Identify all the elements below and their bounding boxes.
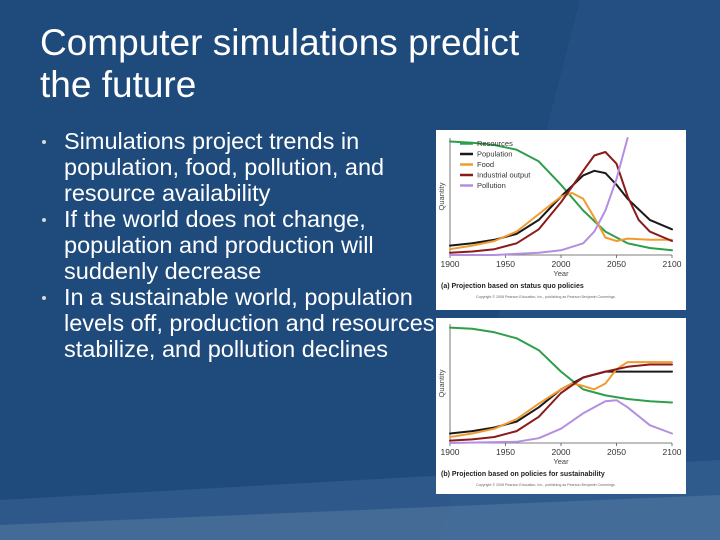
chart-caption: (b) Projection based on policies for sus… xyxy=(441,471,605,478)
series-line-population xyxy=(449,370,673,435)
series-line-food xyxy=(449,361,673,438)
y-axis-label: Quantity xyxy=(437,369,446,397)
series-line-pollution xyxy=(449,399,673,444)
x-tick-label: 1900 xyxy=(441,259,460,269)
x-tick-label: 2050 xyxy=(607,447,626,457)
bullet-item: In a sustainable world, population level… xyxy=(42,284,437,362)
x-tick-label: 2100 xyxy=(663,447,682,457)
series-line-industrial-output xyxy=(449,363,673,442)
legend-label-pollution: Pollution xyxy=(477,181,506,190)
y-axis-label: Quantity xyxy=(437,182,446,210)
legend-label-resources: Resources xyxy=(477,139,513,148)
chart-caption: (a) Projection based on status quo polic… xyxy=(441,283,584,290)
bullet-dot-icon xyxy=(42,218,46,222)
chart-sustainability: 1900 1950 2000 2050 2100 Year Quantity (b) Proj… xyxy=(437,324,682,487)
chart-copyright: Copyright © 2008 Pearson Education, Inc.… xyxy=(476,483,616,487)
slide-title-line-1: Computer simulations predict xyxy=(40,22,520,63)
bullet-dot-icon xyxy=(42,140,46,144)
bullet-text: Simulations project trends in population… xyxy=(64,128,385,206)
x-tick-label: 2050 xyxy=(607,259,626,269)
bullet-text: In a sustainable world, population level… xyxy=(64,284,435,362)
chart-status-quo: 1900 1950 2000 2050 2100 Year Quantity Resource… xyxy=(437,137,682,299)
slide-title: Computer simulations predict the future xyxy=(40,22,640,106)
x-tick-label: 2000 xyxy=(552,259,571,269)
bullet-dot-icon xyxy=(42,296,46,300)
chart-copyright: Copyright © 2008 Pearson Education, Inc.… xyxy=(476,295,616,299)
slide-title-line-2: the future xyxy=(40,64,197,105)
series-line-industrial-output xyxy=(449,151,673,254)
series-line-resources xyxy=(449,326,673,404)
legend-label-population: Population xyxy=(477,150,512,159)
legend-label-food: Food xyxy=(477,160,494,169)
x-axis-label: Year xyxy=(553,457,569,466)
series-line-food xyxy=(449,192,673,251)
x-axis-label: Year xyxy=(553,269,569,278)
bullet-list: Simulations project trends in population… xyxy=(42,128,437,362)
x-tick-label: 1900 xyxy=(441,447,460,457)
legend-label-industrial-output: Industrial output xyxy=(477,171,531,180)
x-tick-label: 2000 xyxy=(552,447,571,457)
series-line-resources xyxy=(449,140,673,252)
chart-panel-status-quo: 1900 1950 2000 2050 2100 Year Quantity Resource… xyxy=(436,130,686,310)
bullet-item: Simulations project trends in population… xyxy=(42,128,437,206)
x-tick-label: 1950 xyxy=(496,259,515,269)
x-tick-label: 2100 xyxy=(663,259,682,269)
x-tick-label: 1950 xyxy=(496,447,515,457)
chart-panel-sustainability: 1900 1950 2000 2050 2100 Year Quantity (b) Proj… xyxy=(436,318,686,494)
bullet-text: If the world does not change, population… xyxy=(64,206,374,284)
bullet-item: If the world does not change, population… xyxy=(42,206,437,284)
series-line-pollution xyxy=(449,137,629,256)
